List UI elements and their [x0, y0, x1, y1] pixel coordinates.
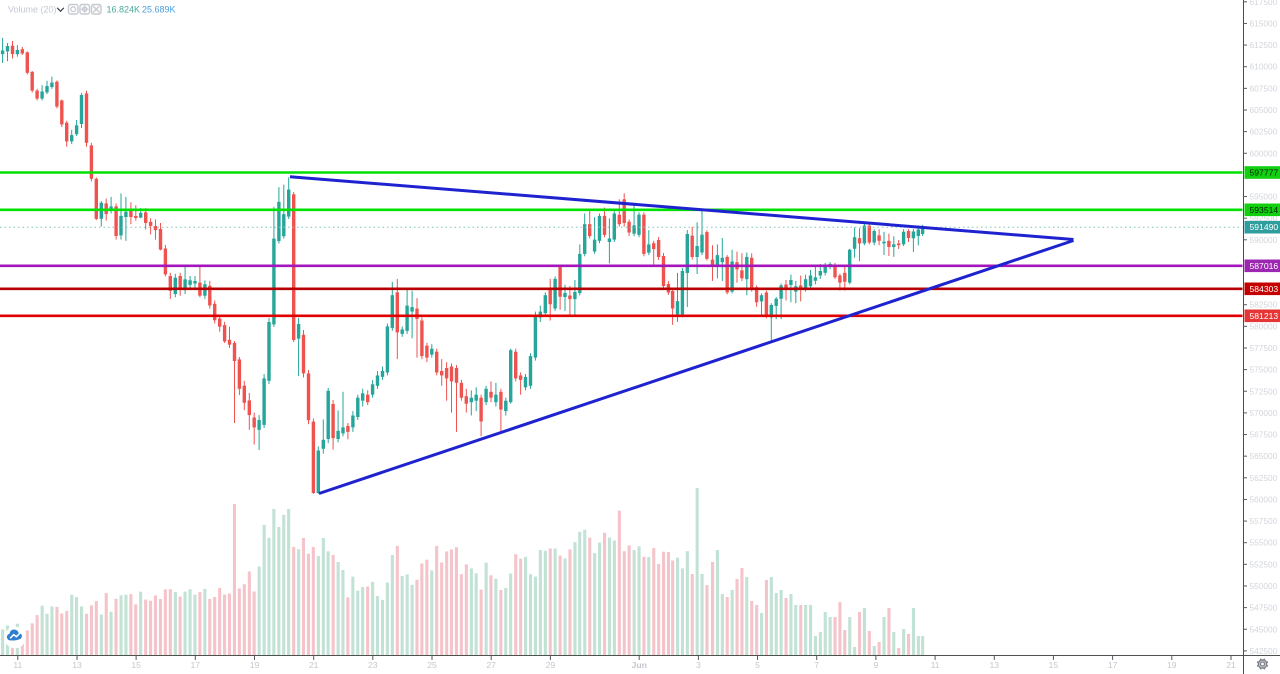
svg-text:7: 7 [814, 660, 819, 670]
svg-text:595000: 595000 [1250, 192, 1278, 202]
svg-text:550000: 550000 [1250, 581, 1278, 591]
svg-text:600000: 600000 [1250, 148, 1278, 158]
svg-text:Jun: Jun [632, 660, 647, 670]
svg-text:582500: 582500 [1250, 300, 1278, 310]
svg-text:577500: 577500 [1250, 343, 1278, 353]
svg-text:5: 5 [755, 660, 760, 670]
svg-text:13: 13 [72, 660, 82, 670]
svg-text:19: 19 [1167, 660, 1177, 670]
svg-text:23: 23 [368, 660, 378, 670]
svg-text:593514: 593514 [1250, 205, 1279, 215]
svg-text:580000: 580000 [1250, 321, 1278, 331]
svg-text:555000: 555000 [1250, 538, 1278, 548]
svg-text:19: 19 [250, 660, 260, 670]
svg-text:27: 27 [486, 660, 496, 670]
svg-text:25.689K: 25.689K [142, 5, 176, 15]
svg-text:29: 29 [546, 660, 556, 670]
svg-text:572500: 572500 [1250, 386, 1278, 396]
svg-text:612500: 612500 [1250, 40, 1278, 50]
svg-text:11: 11 [931, 660, 940, 670]
svg-text:602500: 602500 [1250, 127, 1278, 137]
svg-text:Volume (20): Volume (20) [8, 5, 57, 15]
svg-text:21: 21 [1226, 660, 1236, 670]
svg-text:567500: 567500 [1250, 430, 1278, 440]
svg-text:557500: 557500 [1250, 516, 1278, 526]
svg-text:3: 3 [696, 660, 701, 670]
svg-text:11: 11 [13, 660, 22, 670]
svg-text:597777: 597777 [1250, 168, 1279, 178]
svg-text:562500: 562500 [1250, 473, 1278, 483]
svg-text:570000: 570000 [1250, 408, 1278, 418]
svg-text:21: 21 [309, 660, 319, 670]
svg-text:565000: 565000 [1250, 451, 1278, 461]
svg-text:17: 17 [191, 660, 201, 670]
svg-text:607500: 607500 [1250, 83, 1278, 93]
svg-text:590000: 590000 [1250, 235, 1278, 245]
svg-text:584303: 584303 [1250, 284, 1279, 294]
svg-text:15: 15 [1049, 660, 1059, 670]
svg-text:617500: 617500 [1250, 0, 1278, 7]
svg-text:605000: 605000 [1250, 105, 1278, 115]
svg-text:545000: 545000 [1250, 624, 1278, 634]
svg-text:592500: 592500 [1250, 213, 1278, 223]
svg-text:560000: 560000 [1250, 494, 1278, 504]
svg-text:615000: 615000 [1250, 18, 1278, 28]
svg-text:16.824K: 16.824K [107, 5, 141, 15]
svg-text:542500: 542500 [1250, 646, 1278, 656]
svg-text:25: 25 [427, 660, 437, 670]
svg-text:552500: 552500 [1250, 559, 1278, 569]
svg-text:15: 15 [131, 660, 141, 670]
svg-text:591490: 591490 [1250, 222, 1279, 232]
svg-text:547500: 547500 [1250, 603, 1278, 613]
svg-text:610000: 610000 [1250, 62, 1278, 72]
svg-text:575000: 575000 [1250, 365, 1278, 375]
svg-text:13: 13 [990, 660, 1000, 670]
svg-text:581213: 581213 [1250, 311, 1279, 321]
svg-text:9: 9 [874, 660, 879, 670]
svg-text:587016: 587016 [1250, 261, 1279, 271]
svg-text:17: 17 [1108, 660, 1118, 670]
